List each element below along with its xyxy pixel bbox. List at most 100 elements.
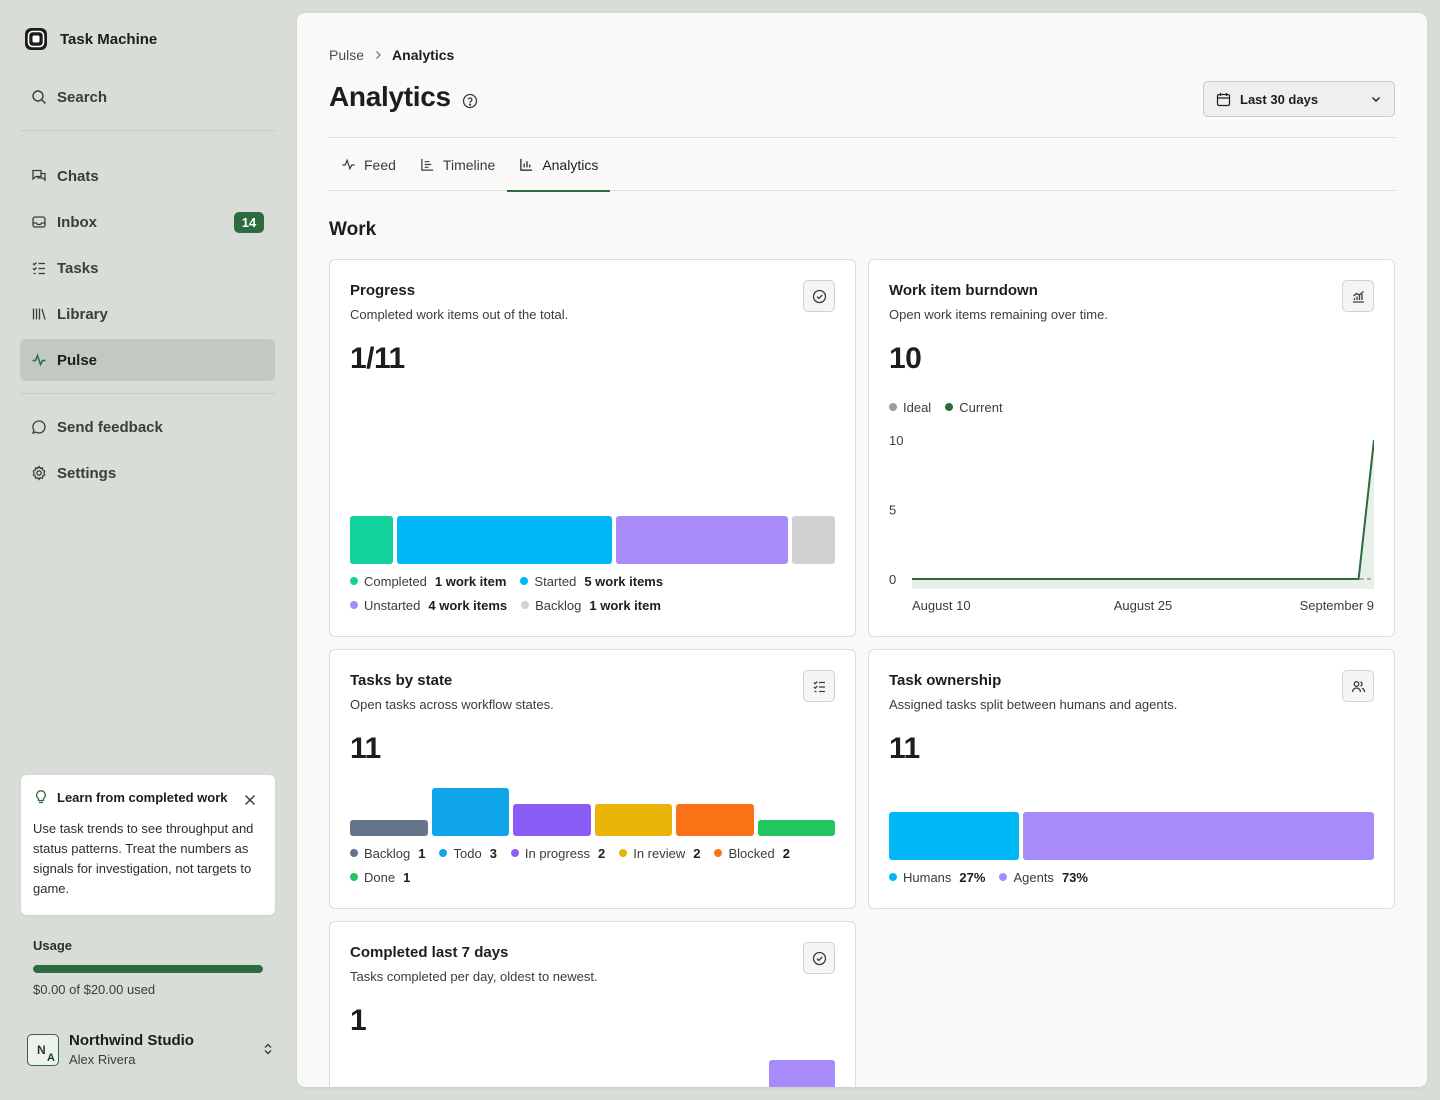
legend-value: 27% xyxy=(959,869,986,885)
sidebar-item-inbox[interactable]: Inbox 14 xyxy=(20,201,275,243)
legend-item: In progress 2 xyxy=(510,841,606,865)
bar-done xyxy=(757,820,835,836)
sidebar-item-label: Pulse xyxy=(57,351,98,369)
inbox-count-badge: 14 xyxy=(234,212,264,233)
card-icon-button[interactable] xyxy=(803,280,835,312)
calendar-icon xyxy=(1216,92,1231,106)
legend-item: Humans 27% xyxy=(889,865,985,889)
card-subtitle: Completed work items out of the total. xyxy=(350,307,569,322)
card-title: Work item burndown xyxy=(889,282,1038,299)
tip-title: Learn from completed work xyxy=(57,789,228,805)
legend-item: Backlog 1 xyxy=(350,841,425,865)
legend-dot xyxy=(520,577,529,585)
sidebar: Task Machine Search Chats Inbox 14 Tasks… xyxy=(0,0,296,1100)
tab-feed[interactable]: Feed xyxy=(329,138,408,191)
legend-value: 73% xyxy=(1061,869,1088,885)
card-title: Progress xyxy=(350,282,416,299)
legend-value: 1 xyxy=(418,845,426,861)
sidebar-item-label: Inbox xyxy=(57,213,97,231)
gear-icon xyxy=(32,465,46,481)
legend-dot xyxy=(521,601,530,609)
legend-label: Started xyxy=(534,573,577,589)
inbox-icon xyxy=(32,216,46,228)
legend-value: 2 xyxy=(597,845,606,861)
check-circle-icon xyxy=(812,951,826,965)
settings-label: Settings xyxy=(57,464,117,482)
x-tick-label: August 25 xyxy=(1114,598,1173,613)
main-panel: Pulse Analytics Analytics Last 30 days F… xyxy=(297,13,1427,1087)
workspace-switcher[interactable]: N A Northwind Studio Alex Rivera xyxy=(27,1032,275,1067)
sidebar-item-library[interactable]: Library xyxy=(20,293,275,335)
burndown-legend: Ideal Current xyxy=(889,395,1003,419)
legend-dot xyxy=(350,873,358,881)
card-title: Tasks by state xyxy=(350,672,453,689)
legend-label: Current xyxy=(959,399,1003,415)
legend-dot xyxy=(714,849,723,857)
settings-button[interactable]: Settings xyxy=(20,452,275,494)
legend-item: In review 2 xyxy=(619,841,700,865)
legend-item: Completed 1 work item xyxy=(350,569,506,593)
trend-chart-icon xyxy=(1352,290,1364,303)
bar-segment-agents xyxy=(1022,812,1374,860)
card-icon-button[interactable] xyxy=(1342,280,1374,312)
chevron-right-icon xyxy=(376,51,381,59)
breadcrumb-parent-link[interactable]: Pulse xyxy=(329,47,365,63)
bar-segment-backlog xyxy=(792,516,835,564)
search-button[interactable]: Search xyxy=(20,76,275,118)
help-icon[interactable] xyxy=(462,93,478,109)
bar-segment-completed xyxy=(350,516,393,564)
y-tick-label: 0 xyxy=(889,572,896,587)
card-icon-button[interactable] xyxy=(803,670,835,702)
tab-analytics[interactable]: Analytics xyxy=(507,138,611,192)
close-icon[interactable] xyxy=(243,793,257,807)
legend-dot xyxy=(510,849,519,857)
legend-label: Humans xyxy=(903,869,952,885)
y-tick-label: 5 xyxy=(889,503,896,518)
y-tick-label: 10 xyxy=(889,433,903,448)
app-name: Task Machine xyxy=(60,30,158,48)
burndown-card: Work item burndown Open work items remai… xyxy=(868,259,1395,637)
header-divider xyxy=(329,137,1395,138)
burndown-chart: 0 5 10 August 10 August 25 September 9 xyxy=(889,433,1374,613)
legend-label: In progress xyxy=(524,845,590,861)
task-ownership-card: Task ownership Assigned tasks split betw… xyxy=(868,649,1395,909)
tip-card: Learn from completed work Use task trend… xyxy=(21,775,275,915)
legend-item: Started 5 work items xyxy=(520,569,663,593)
send-feedback-button[interactable]: Send feedback xyxy=(20,406,275,448)
legend-label: Backlog xyxy=(535,597,582,613)
legend-value: 2 xyxy=(693,845,701,861)
card-icon-button[interactable] xyxy=(1342,670,1374,702)
tab-bar: Feed Timeline Analytics xyxy=(329,138,1395,192)
sidebar-item-label: Chats xyxy=(57,167,99,185)
tab-timeline[interactable]: Timeline xyxy=(408,138,507,191)
sidebar-item-label: Library xyxy=(57,305,108,323)
legend-label: Blocked xyxy=(728,845,775,861)
date-range-select[interactable]: Last 30 days xyxy=(1203,81,1395,117)
card-icon-button[interactable] xyxy=(803,942,835,974)
breadcrumb: Pulse Analytics xyxy=(329,47,454,63)
bar-segment-humans xyxy=(889,812,1019,860)
lightbulb-icon xyxy=(36,790,46,804)
bar-segment-started xyxy=(397,516,612,564)
sidebar-item-pulse[interactable]: Pulse xyxy=(20,339,275,381)
legend-value: 1 work item xyxy=(589,597,661,613)
card-metric: 11 xyxy=(889,732,920,765)
legend-item: Blocked 2 xyxy=(714,841,790,865)
user-name: Alex Rivera xyxy=(69,1052,136,1067)
card-subtitle: Assigned tasks split between humans and … xyxy=(889,697,1178,712)
brand[interactable]: Task Machine xyxy=(24,27,157,51)
legend-item: Backlog 1 work item xyxy=(521,593,661,617)
card-title: Completed last 7 days xyxy=(350,944,509,961)
x-tick-label: August 10 xyxy=(912,598,971,613)
legend-value: 4 work items xyxy=(428,597,508,613)
search-icon xyxy=(32,90,46,104)
sidebar-item-tasks[interactable]: Tasks xyxy=(20,247,275,289)
tab-label: Timeline xyxy=(442,156,496,173)
bar-chart-icon xyxy=(520,158,533,171)
legend-dot xyxy=(889,403,897,411)
bar-segment-unstarted xyxy=(616,516,788,564)
sidebar-item-chats[interactable]: Chats xyxy=(20,155,275,197)
card-title: Task ownership xyxy=(889,672,1002,689)
send-feedback-label: Send feedback xyxy=(57,418,163,436)
bar-blocked xyxy=(676,804,754,836)
